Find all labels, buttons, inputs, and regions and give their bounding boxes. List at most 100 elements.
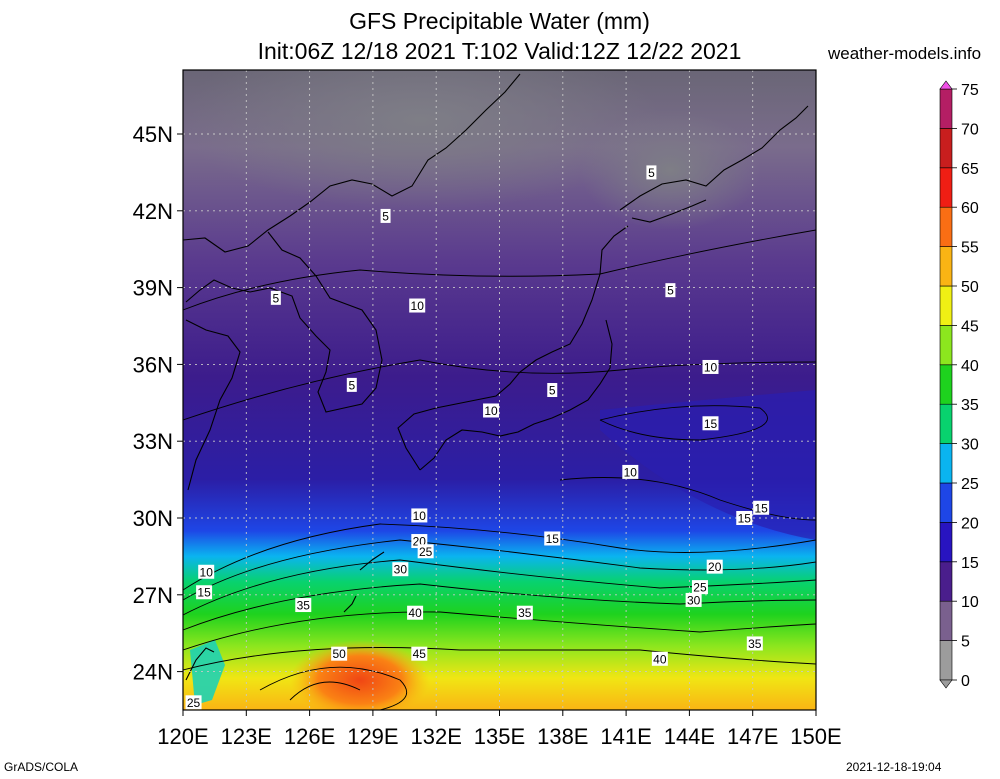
- colorbar-swatch: [939, 522, 953, 563]
- contour-label-text: 5: [348, 378, 355, 392]
- contour-label-bg: [622, 464, 639, 479]
- colorbar-label: 35: [961, 397, 979, 414]
- contour-label-bg: [411, 508, 428, 523]
- contour-label-bg: [346, 377, 357, 392]
- lon-tick-label: 150E: [790, 724, 841, 749]
- contour-label-text: 35: [297, 599, 311, 613]
- contour-label: 25: [417, 544, 434, 559]
- contour-label: 30: [685, 592, 702, 607]
- contour-label-text: 35: [518, 606, 532, 620]
- lon-tick-label: 135E: [474, 724, 525, 749]
- colorbar-label: 40: [961, 358, 979, 375]
- colorbar-swatch: [939, 246, 953, 287]
- contour-label-bg: [392, 562, 409, 577]
- contour-label-bg: [331, 646, 348, 661]
- contour-label: 35: [746, 636, 763, 651]
- contour-label-text: 35: [748, 637, 762, 651]
- colorbar-label: 50: [961, 279, 979, 296]
- contour-label-text: 10: [200, 565, 214, 579]
- contour-label: 15: [196, 585, 213, 600]
- contour-label-bg: [411, 646, 428, 661]
- lon-tick-label: 129E: [347, 724, 398, 749]
- contour-label-bg: [295, 598, 312, 613]
- lat-axis: 45N 42N 39N 36N 33N 30N 27N 24N: [133, 122, 183, 685]
- colorbar-swatch: [939, 482, 953, 523]
- contour-label-text: 10: [411, 299, 425, 313]
- site-name: weather-models.info: [828, 44, 982, 63]
- colorbar-swatch: [939, 600, 953, 641]
- colorbar-label: 75: [961, 82, 979, 99]
- contour-label: 45: [411, 646, 428, 661]
- colorbar-swatch: [939, 128, 953, 169]
- contour-label-bg: [483, 403, 500, 418]
- colorbar-swatch: [939, 403, 953, 444]
- contour-label: 15: [702, 416, 719, 431]
- contour-label-bg: [417, 544, 434, 559]
- colorbar-label: 65: [961, 161, 979, 178]
- contour-label-bg: [753, 500, 770, 515]
- contour-label-text: 5: [667, 284, 674, 298]
- footer-software: GrADS/COLA: [4, 760, 79, 774]
- contour-label-text: 15: [704, 417, 718, 431]
- contour-label-text: 30: [687, 593, 701, 607]
- contour-label-bg: [516, 605, 533, 620]
- contour-label-bg: [702, 359, 719, 374]
- contour-label-bg: [691, 580, 708, 595]
- colorbar-swatch: [939, 325, 953, 366]
- colorbar-swatch: [939, 167, 953, 208]
- contour-label-bg: [547, 383, 558, 397]
- colorbar-label: 0: [961, 673, 970, 690]
- lat-tick-label: 39N: [133, 276, 173, 301]
- contour-label-text: 10: [484, 404, 498, 418]
- colorbar-swatch: [939, 561, 953, 602]
- colorbar-swatch: [939, 443, 953, 484]
- contour-label-text: 15: [754, 501, 768, 515]
- moist-max: [290, 640, 430, 710]
- contour-label: 5: [270, 290, 281, 305]
- contour-label: 25: [185, 695, 202, 710]
- contour-label-bg: [185, 695, 202, 710]
- chart-subtitle: Init:06Z 12/18 2021 T:102 Valid:12Z 12/2…: [257, 38, 742, 64]
- colorbar-max-arrow: [939, 80, 953, 90]
- colorbar-label: 15: [961, 555, 979, 572]
- colorbar-label: 10: [961, 594, 979, 611]
- contour-label-text: 45: [413, 647, 427, 661]
- lon-axis: 120E 123E 126E 129E 132E 135E 138E 141E 144E 147E…: [157, 710, 842, 749]
- contour-label-text: 10: [624, 465, 638, 479]
- colorbar-swatch: [939, 364, 953, 405]
- contour-label-text: 15: [738, 512, 752, 526]
- grid-lines: [183, 70, 816, 710]
- contour-label: 15: [736, 511, 753, 526]
- colorbar-label: 70: [961, 121, 979, 138]
- chart-title: GFS Precipitable Water (mm): [349, 8, 650, 34]
- contour-label-text: 25: [419, 545, 433, 559]
- lon-tick-label: 123E: [221, 724, 272, 749]
- lat-tick-label: 27N: [133, 583, 173, 608]
- colorbar-label: 45: [961, 318, 979, 335]
- contour-label: 10: [483, 403, 500, 418]
- contour-label: 10: [409, 298, 426, 313]
- colorbar-min-arrow: [939, 679, 953, 689]
- contour-label-text: 15: [197, 586, 211, 600]
- coastlines: [183, 73, 809, 681]
- lon-tick-label: 144E: [664, 724, 715, 749]
- colorbar-label: 25: [961, 476, 979, 493]
- contour-label-text: 5: [272, 291, 279, 305]
- contour-label: 10: [198, 564, 215, 579]
- dry-region-hokkaido: [580, 110, 760, 230]
- lat-tick-label: 36N: [133, 352, 173, 377]
- contour-label: 5: [547, 383, 558, 398]
- contour-label-text: 25: [187, 696, 201, 710]
- contour-label-text: 10: [704, 360, 718, 374]
- contour-label: 10: [622, 464, 639, 479]
- contour-label-bg: [196, 585, 213, 600]
- lon-tick-label: 126E: [284, 724, 335, 749]
- colorbar-label: 55: [961, 240, 979, 257]
- lat-tick-label: 30N: [133, 506, 173, 531]
- colorbar-swatch: [939, 206, 953, 247]
- contour-label-text: 20: [708, 560, 722, 574]
- lon-tick-label: 120E: [157, 724, 208, 749]
- dry-region-north: [183, 70, 660, 210]
- contour-label-text: 5: [549, 384, 556, 398]
- contour-label-bg: [407, 605, 424, 620]
